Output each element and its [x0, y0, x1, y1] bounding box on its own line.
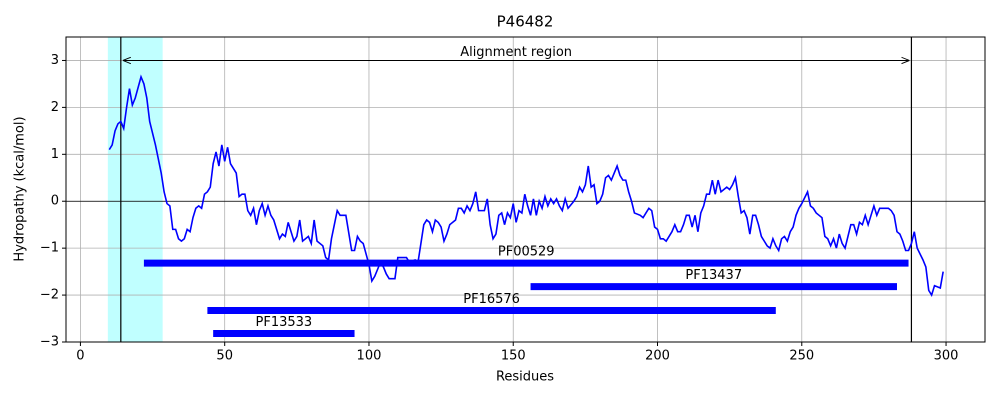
y-tick-label: 3	[51, 53, 59, 68]
x-tick-label: 50	[216, 349, 233, 364]
hydropathy-line	[108, 74, 944, 298]
highlight-span	[107, 37, 163, 342]
y-tick-label: 0	[51, 194, 59, 209]
annotation-label: Alignment region	[460, 45, 572, 60]
y-tick-label: −1	[40, 241, 59, 256]
domain-label: PF13533	[256, 315, 313, 330]
x-tick-label: 100	[357, 349, 382, 364]
chart-title: P46482	[497, 13, 554, 31]
domain-label: PF00529	[498, 245, 555, 260]
y-tick-label: 2	[51, 100, 59, 115]
y-tick-label: −2	[40, 288, 59, 303]
x-tick-label: 0	[76, 349, 84, 364]
x-tick-label: 150	[501, 349, 526, 364]
y-tick-label: 1	[51, 147, 59, 162]
x-axis-label: Residues	[496, 370, 554, 385]
domain-label: PF16576	[463, 292, 520, 307]
x-tick-label: 200	[645, 349, 670, 364]
plot-frame	[65, 36, 986, 343]
x-tick-label: 250	[789, 349, 814, 364]
domain-label: PF13437	[685, 268, 742, 283]
y-axis-label: Hydropathy (kcal/mol)	[13, 116, 28, 261]
x-tick-label: 300	[934, 349, 959, 364]
y-tick-label: −3	[40, 335, 59, 350]
